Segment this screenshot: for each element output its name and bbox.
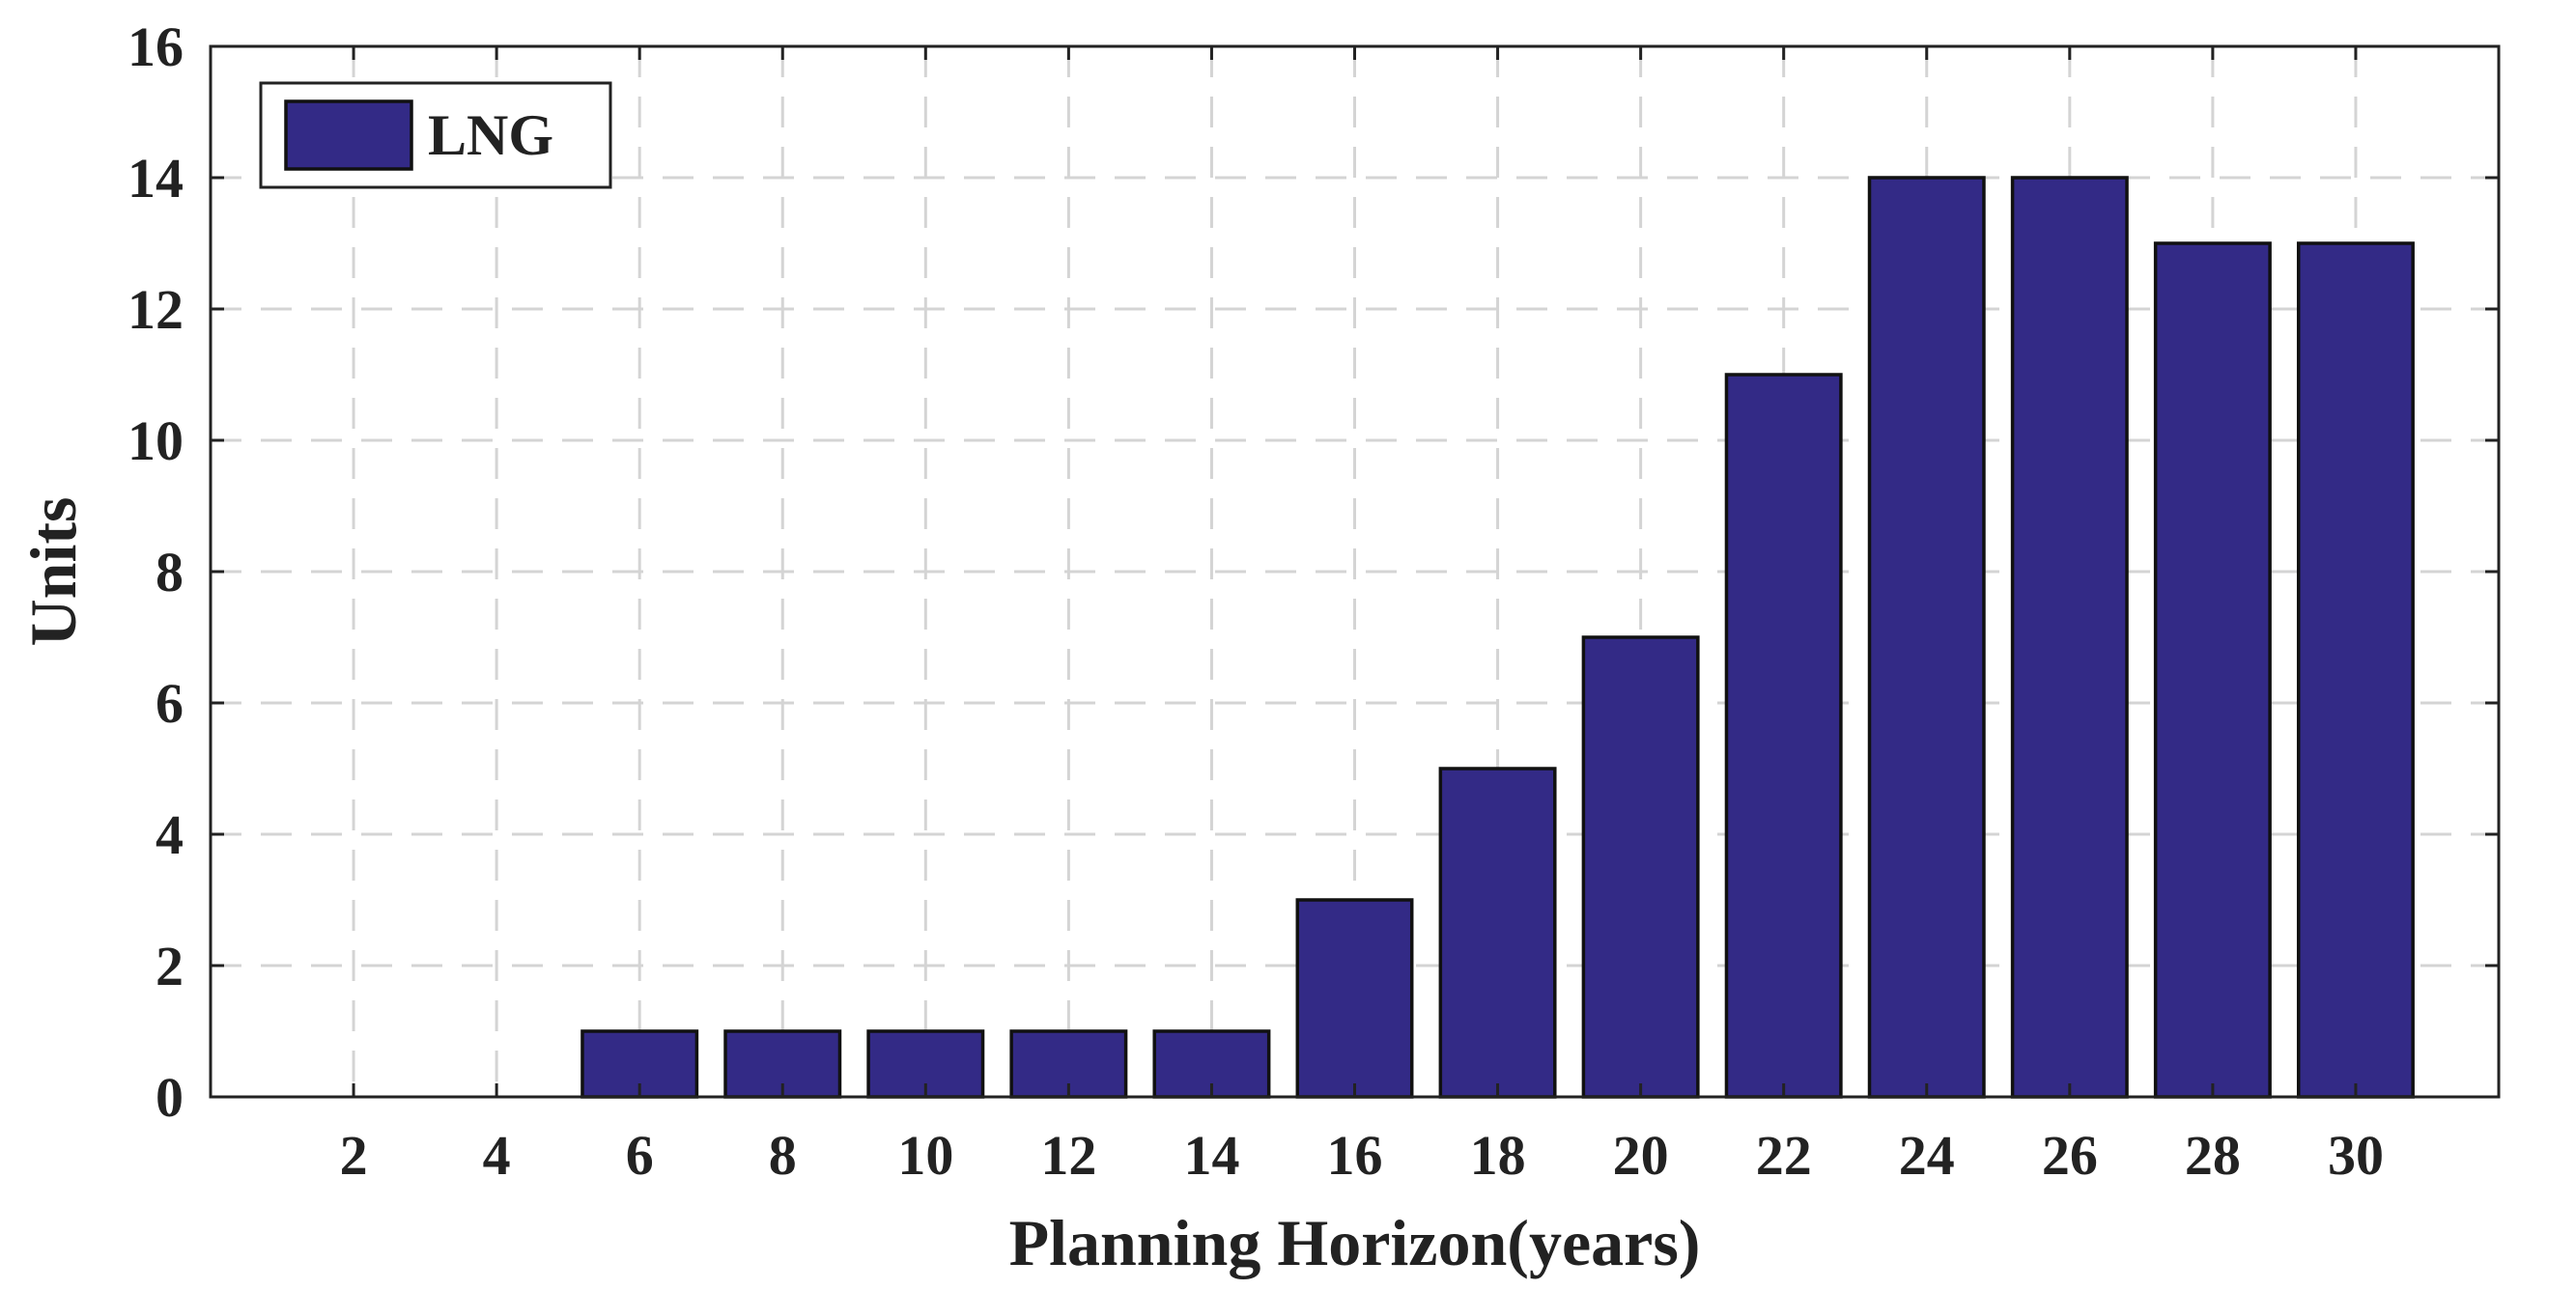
x-tick-label: 20 <box>1613 1124 1669 1187</box>
y-tick-label: 10 <box>127 409 184 472</box>
bar-30 <box>2296 241 2415 1099</box>
x-tick-labels: 2 4 6 8 10 12 14 16 18 20 22 24 26 28 30 <box>340 1124 2384 1187</box>
y-axis-label: Units <box>16 497 90 647</box>
bar-28 <box>2153 241 2272 1099</box>
bar-24 <box>1867 176 1986 1099</box>
y-tick-label: 0 <box>156 1066 184 1129</box>
x-tick-label: 2 <box>340 1124 368 1187</box>
x-tick-label: 10 <box>897 1124 953 1187</box>
bar-26 <box>2010 176 2129 1099</box>
bar-16 <box>1295 898 1414 1099</box>
x-tick-label: 28 <box>2185 1124 2241 1187</box>
x-tick-label: 24 <box>1899 1124 1955 1187</box>
y-tick-label: 16 <box>127 15 184 78</box>
x-tick-label: 6 <box>626 1124 654 1187</box>
x-tick-label: 16 <box>1327 1124 1383 1187</box>
legend-label-lng: LNG <box>428 103 553 167</box>
y-tick-label: 2 <box>156 935 184 997</box>
y-tick-label: 14 <box>127 147 184 210</box>
bar-20 <box>1581 635 1700 1099</box>
x-tick-label: 30 <box>2328 1124 2384 1187</box>
x-tick-label: 4 <box>483 1124 511 1187</box>
y-tick-label: 12 <box>127 278 184 341</box>
x-tick-label: 22 <box>1756 1124 1812 1187</box>
bar-18 <box>1438 767 1557 1099</box>
x-tick-label: 12 <box>1040 1124 1096 1187</box>
y-tick-label: 4 <box>156 803 184 866</box>
x-tick-label: 8 <box>769 1124 797 1187</box>
y-tick-labels: 0 2 4 6 8 10 12 14 16 <box>127 15 184 1129</box>
x-tick-label: 26 <box>2042 1124 2098 1187</box>
y-tick-label: 6 <box>156 672 184 735</box>
tick-marks <box>211 44 2499 1099</box>
x-tick-label: 18 <box>1470 1124 1526 1187</box>
legend-swatch-lng <box>284 99 413 171</box>
y-tick-label: 8 <box>156 541 184 603</box>
bars <box>580 176 2415 1099</box>
legend: LNG <box>259 81 612 189</box>
x-tick-label: 14 <box>1183 1124 1239 1187</box>
x-axis-label: Planning Horizon(years) <box>1009 1206 1701 1279</box>
bar-22 <box>1724 373 1843 1099</box>
